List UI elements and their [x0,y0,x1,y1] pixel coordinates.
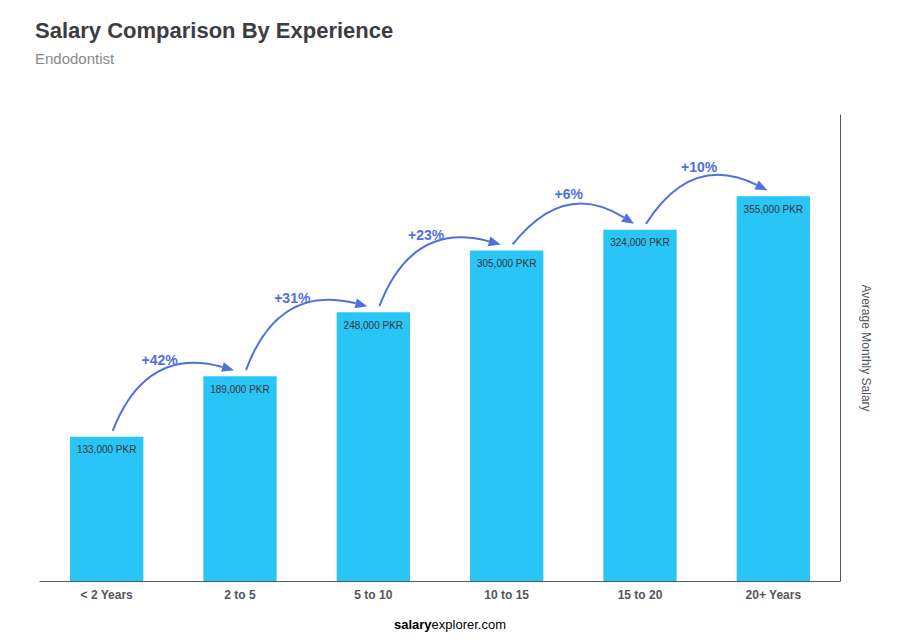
svg-text:2 to 5: 2 to 5 [224,588,256,602]
svg-text:+10%: +10% [681,159,718,175]
svg-text:+23%: +23% [408,227,445,243]
svg-text:248,000 PKR: 248,000 PKR [344,320,404,331]
svg-text:189,000 PKR: 189,000 PKR [210,384,270,395]
svg-text:salary: salary [394,617,432,632]
svg-text:+31%: +31% [274,290,311,306]
svg-text:Endodontist: Endodontist [35,50,115,67]
svg-text:15 to 20: 15 to 20 [618,588,663,602]
svg-text:5 to 10: 5 to 10 [354,588,392,602]
svg-text:324,000 PKR: 324,000 PKR [610,237,670,248]
svg-text:20+ Years: 20+ Years [746,588,802,602]
svg-text:10 to 15: 10 to 15 [484,588,529,602]
svg-text:explorer.com: explorer.com [432,617,506,632]
svg-text:305,000 PKR: 305,000 PKR [477,258,537,269]
svg-text:133,000 PKR: 133,000 PKR [77,444,137,455]
svg-text:+42%: +42% [142,352,179,368]
svg-text:< 2 Years: < 2 Years [81,588,133,602]
svg-text:+6%: +6% [554,186,583,202]
svg-text:Salary Comparison By Experienc: Salary Comparison By Experience [35,18,393,43]
svg-text:355,000 PKR: 355,000 PKR [744,204,804,215]
svg-text:Average Monthly Salary: Average Monthly Salary [859,284,873,411]
